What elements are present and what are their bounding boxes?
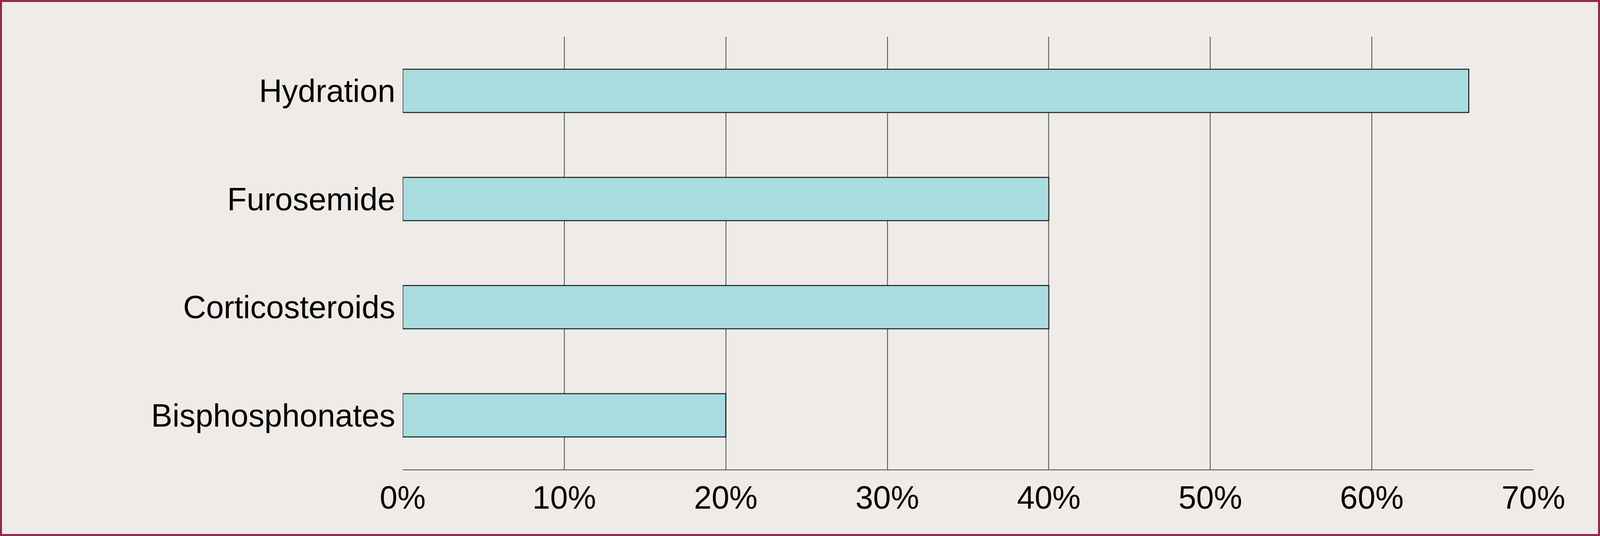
svg-text:30%: 30%	[855, 479, 920, 516]
svg-text:60%: 60%	[1339, 479, 1404, 516]
svg-text:70%: 70%	[1501, 479, 1566, 516]
svg-text:50%: 50%	[1178, 479, 1243, 516]
svg-text:10%: 10%	[532, 479, 597, 516]
svg-text:Bisphosphonates: Bisphosphonates	[151, 397, 396, 434]
svg-text:0%: 0%	[379, 479, 427, 516]
svg-text:40%: 40%	[1016, 479, 1081, 516]
svg-text:20%: 20%	[694, 479, 758, 516]
svg-text:Furosemide: Furosemide	[227, 181, 396, 218]
svg-text:Hydration: Hydration	[259, 73, 396, 109]
svg-text:Corticosteroids: Corticosteroids	[182, 289, 396, 326]
